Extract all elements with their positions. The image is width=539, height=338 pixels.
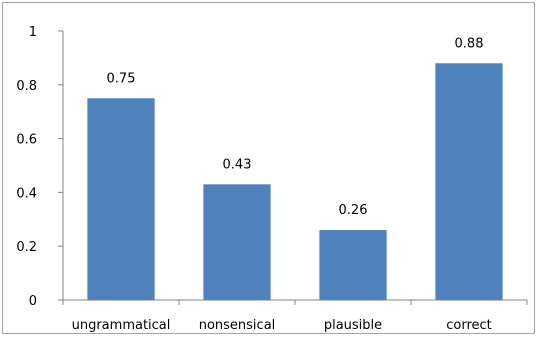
data-label-correct: 0.88 xyxy=(455,36,484,51)
y-tick-label: 0 xyxy=(29,294,37,309)
bar-ungrammatical xyxy=(87,98,155,300)
x-tick-label-plausible: plausible xyxy=(324,318,382,333)
bar-plausible xyxy=(319,230,387,300)
y-tick-label: 0.6 xyxy=(16,133,37,148)
bar-correct xyxy=(435,63,503,300)
data-label-ungrammatical: 0.75 xyxy=(107,71,136,86)
data-label-nonsensical: 0.43 xyxy=(223,157,252,172)
data-label-plausible: 0.26 xyxy=(339,203,368,218)
bar-nonsensical xyxy=(203,184,271,300)
y-tick-label: 0.8 xyxy=(16,79,37,94)
x-tick-label-ungrammatical: ungrammatical xyxy=(72,318,171,333)
y-tick-label: 0.2 xyxy=(16,240,37,255)
y-tick-label: 0.4 xyxy=(16,186,37,201)
x-tick-label-correct: correct xyxy=(446,318,492,333)
y-tick-label: 1 xyxy=(29,25,37,40)
x-tick-label-nonsensical: nonsensical xyxy=(199,318,276,333)
